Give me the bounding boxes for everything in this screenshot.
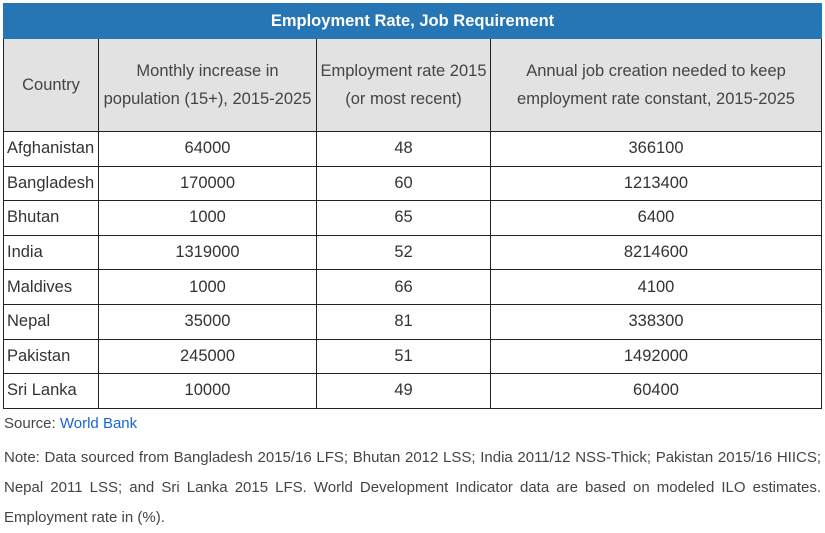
value-cell: 48	[316, 131, 491, 167]
table-row: Pakistan 245000 51 1492000	[3, 338, 822, 375]
value-cell: 1000	[98, 200, 317, 236]
value-cell: 8214600	[490, 234, 822, 271]
value-cell: 1000	[98, 269, 317, 305]
value-cell: 52	[316, 234, 491, 271]
value-cell: 66	[316, 269, 491, 305]
header-row: Country Monthly increase in population (…	[3, 38, 822, 132]
value-cell: 64000	[98, 131, 317, 167]
value-cell: 51	[316, 338, 491, 375]
value-cell: 10000	[98, 373, 317, 409]
country-cell: Maldives	[3, 269, 99, 305]
column-header: Country	[3, 38, 99, 132]
source-link[interactable]: World Bank	[59, 415, 138, 432]
table-row: Sri Lanka 10000 49 60400	[3, 373, 822, 409]
table-row: India 1319000 52 8214600	[3, 234, 822, 271]
value-cell: 245000	[98, 338, 317, 375]
note-text: Note: Data sourced from Bangladesh 2015/…	[4, 449, 821, 526]
value-cell: 338300	[490, 303, 822, 340]
value-cell: 60400	[490, 373, 822, 409]
table-row: Afghanistan 64000 48 366100	[3, 131, 822, 167]
country-cell: Bangladesh	[3, 165, 99, 202]
value-cell: 366100	[490, 131, 822, 167]
country-cell: Sri Lanka	[3, 373, 99, 409]
country-cell: Pakistan	[3, 338, 99, 375]
table-title: Employment Rate, Job Requirement	[3, 3, 822, 39]
source-label: Source:	[4, 415, 60, 432]
value-cell: 49	[316, 373, 491, 409]
table-row: Bangladesh 170000 60 1213400	[3, 165, 822, 202]
value-cell: 4100	[490, 269, 822, 305]
value-cell: 1319000	[98, 234, 317, 271]
country-cell: India	[3, 234, 99, 271]
country-cell: Bhutan	[3, 200, 99, 236]
value-cell: 81	[316, 303, 491, 340]
value-cell: 65	[316, 200, 491, 236]
value-cell: 1213400	[490, 165, 822, 202]
value-cell: 1492000	[490, 338, 822, 375]
employment-table: Employment Rate, Job Requirement Country…	[3, 3, 822, 409]
value-cell: 35000	[98, 303, 317, 340]
value-cell: 170000	[98, 165, 317, 202]
country-cell: Nepal	[3, 303, 99, 340]
value-cell: 6400	[490, 200, 822, 236]
table-row: Maldives 1000 66 4100	[3, 269, 822, 305]
column-header: Monthly increase in population (15+), 20…	[98, 38, 317, 132]
country-cell: Afghanistan	[3, 131, 99, 167]
table-row: Nepal 35000 81 338300	[3, 303, 822, 340]
column-header: Annual job creation needed to keep emplo…	[490, 38, 822, 132]
table-row: Bhutan 1000 65 6400	[3, 200, 822, 236]
column-header: Employment rate 2015 (or most recent)	[316, 38, 491, 132]
source-line: Source: World Bank	[4, 415, 137, 432]
value-cell: 60	[316, 165, 491, 202]
